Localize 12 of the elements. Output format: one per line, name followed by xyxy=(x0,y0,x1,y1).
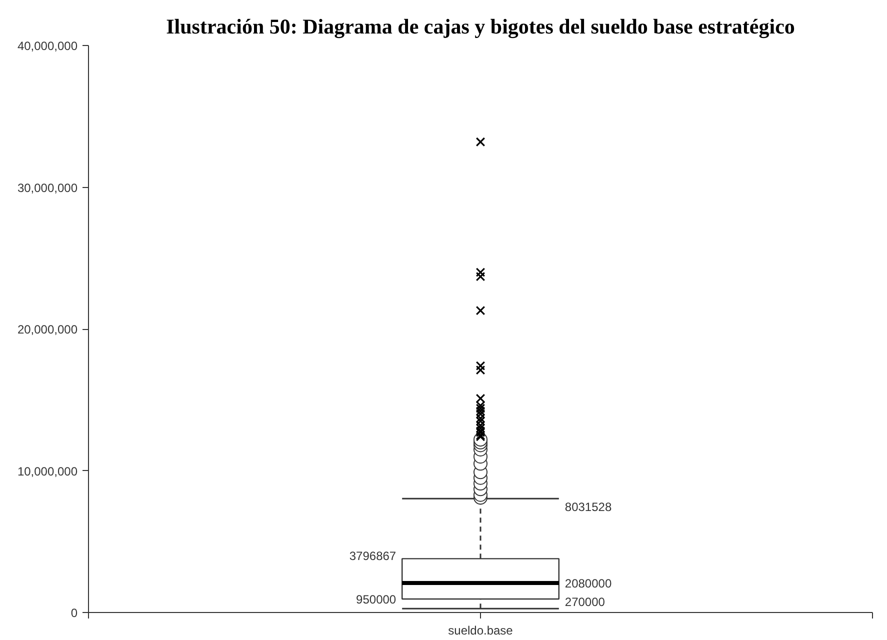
x-tick-label: sueldo.base xyxy=(448,624,514,638)
y-tick-label: 40,000,000 xyxy=(17,39,78,53)
y-tick-label: 20,000,000 xyxy=(17,322,78,336)
annotation: 950000 xyxy=(356,592,396,607)
annotation: 2080000 xyxy=(564,576,612,591)
y-tick-label: 0 xyxy=(70,606,78,620)
chart-title: Ilustración 50: Diagrama de cajas y bigotes del sueldo base estratégico xyxy=(166,14,795,38)
annotation: 3796867 xyxy=(349,549,396,564)
annotation: 8031528 xyxy=(564,500,612,514)
annotation: 270000 xyxy=(564,595,606,610)
y-tick-label: 30,000,000 xyxy=(17,180,78,195)
y-tick-label: 10,000,000 xyxy=(17,464,78,478)
